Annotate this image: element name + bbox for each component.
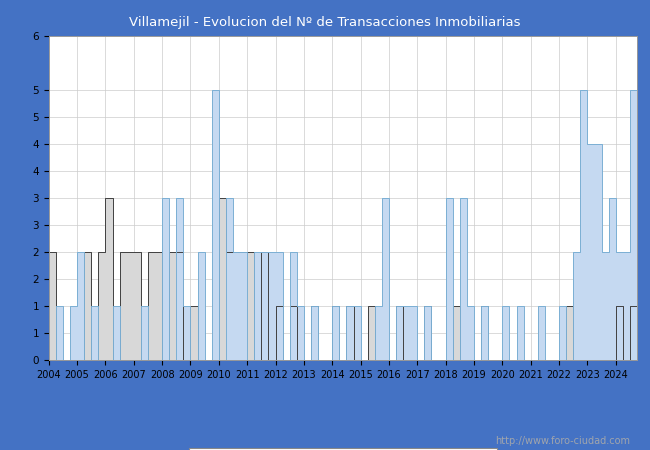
Legend: Viviendas Nuevas, Viviendas Usadas: Viviendas Nuevas, Viviendas Usadas xyxy=(189,448,497,450)
Text: Villamejil - Evolucion del Nº de Transacciones Inmobiliarias: Villamejil - Evolucion del Nº de Transac… xyxy=(129,16,521,29)
Text: http://www.foro-ciudad.com: http://www.foro-ciudad.com xyxy=(495,436,630,446)
